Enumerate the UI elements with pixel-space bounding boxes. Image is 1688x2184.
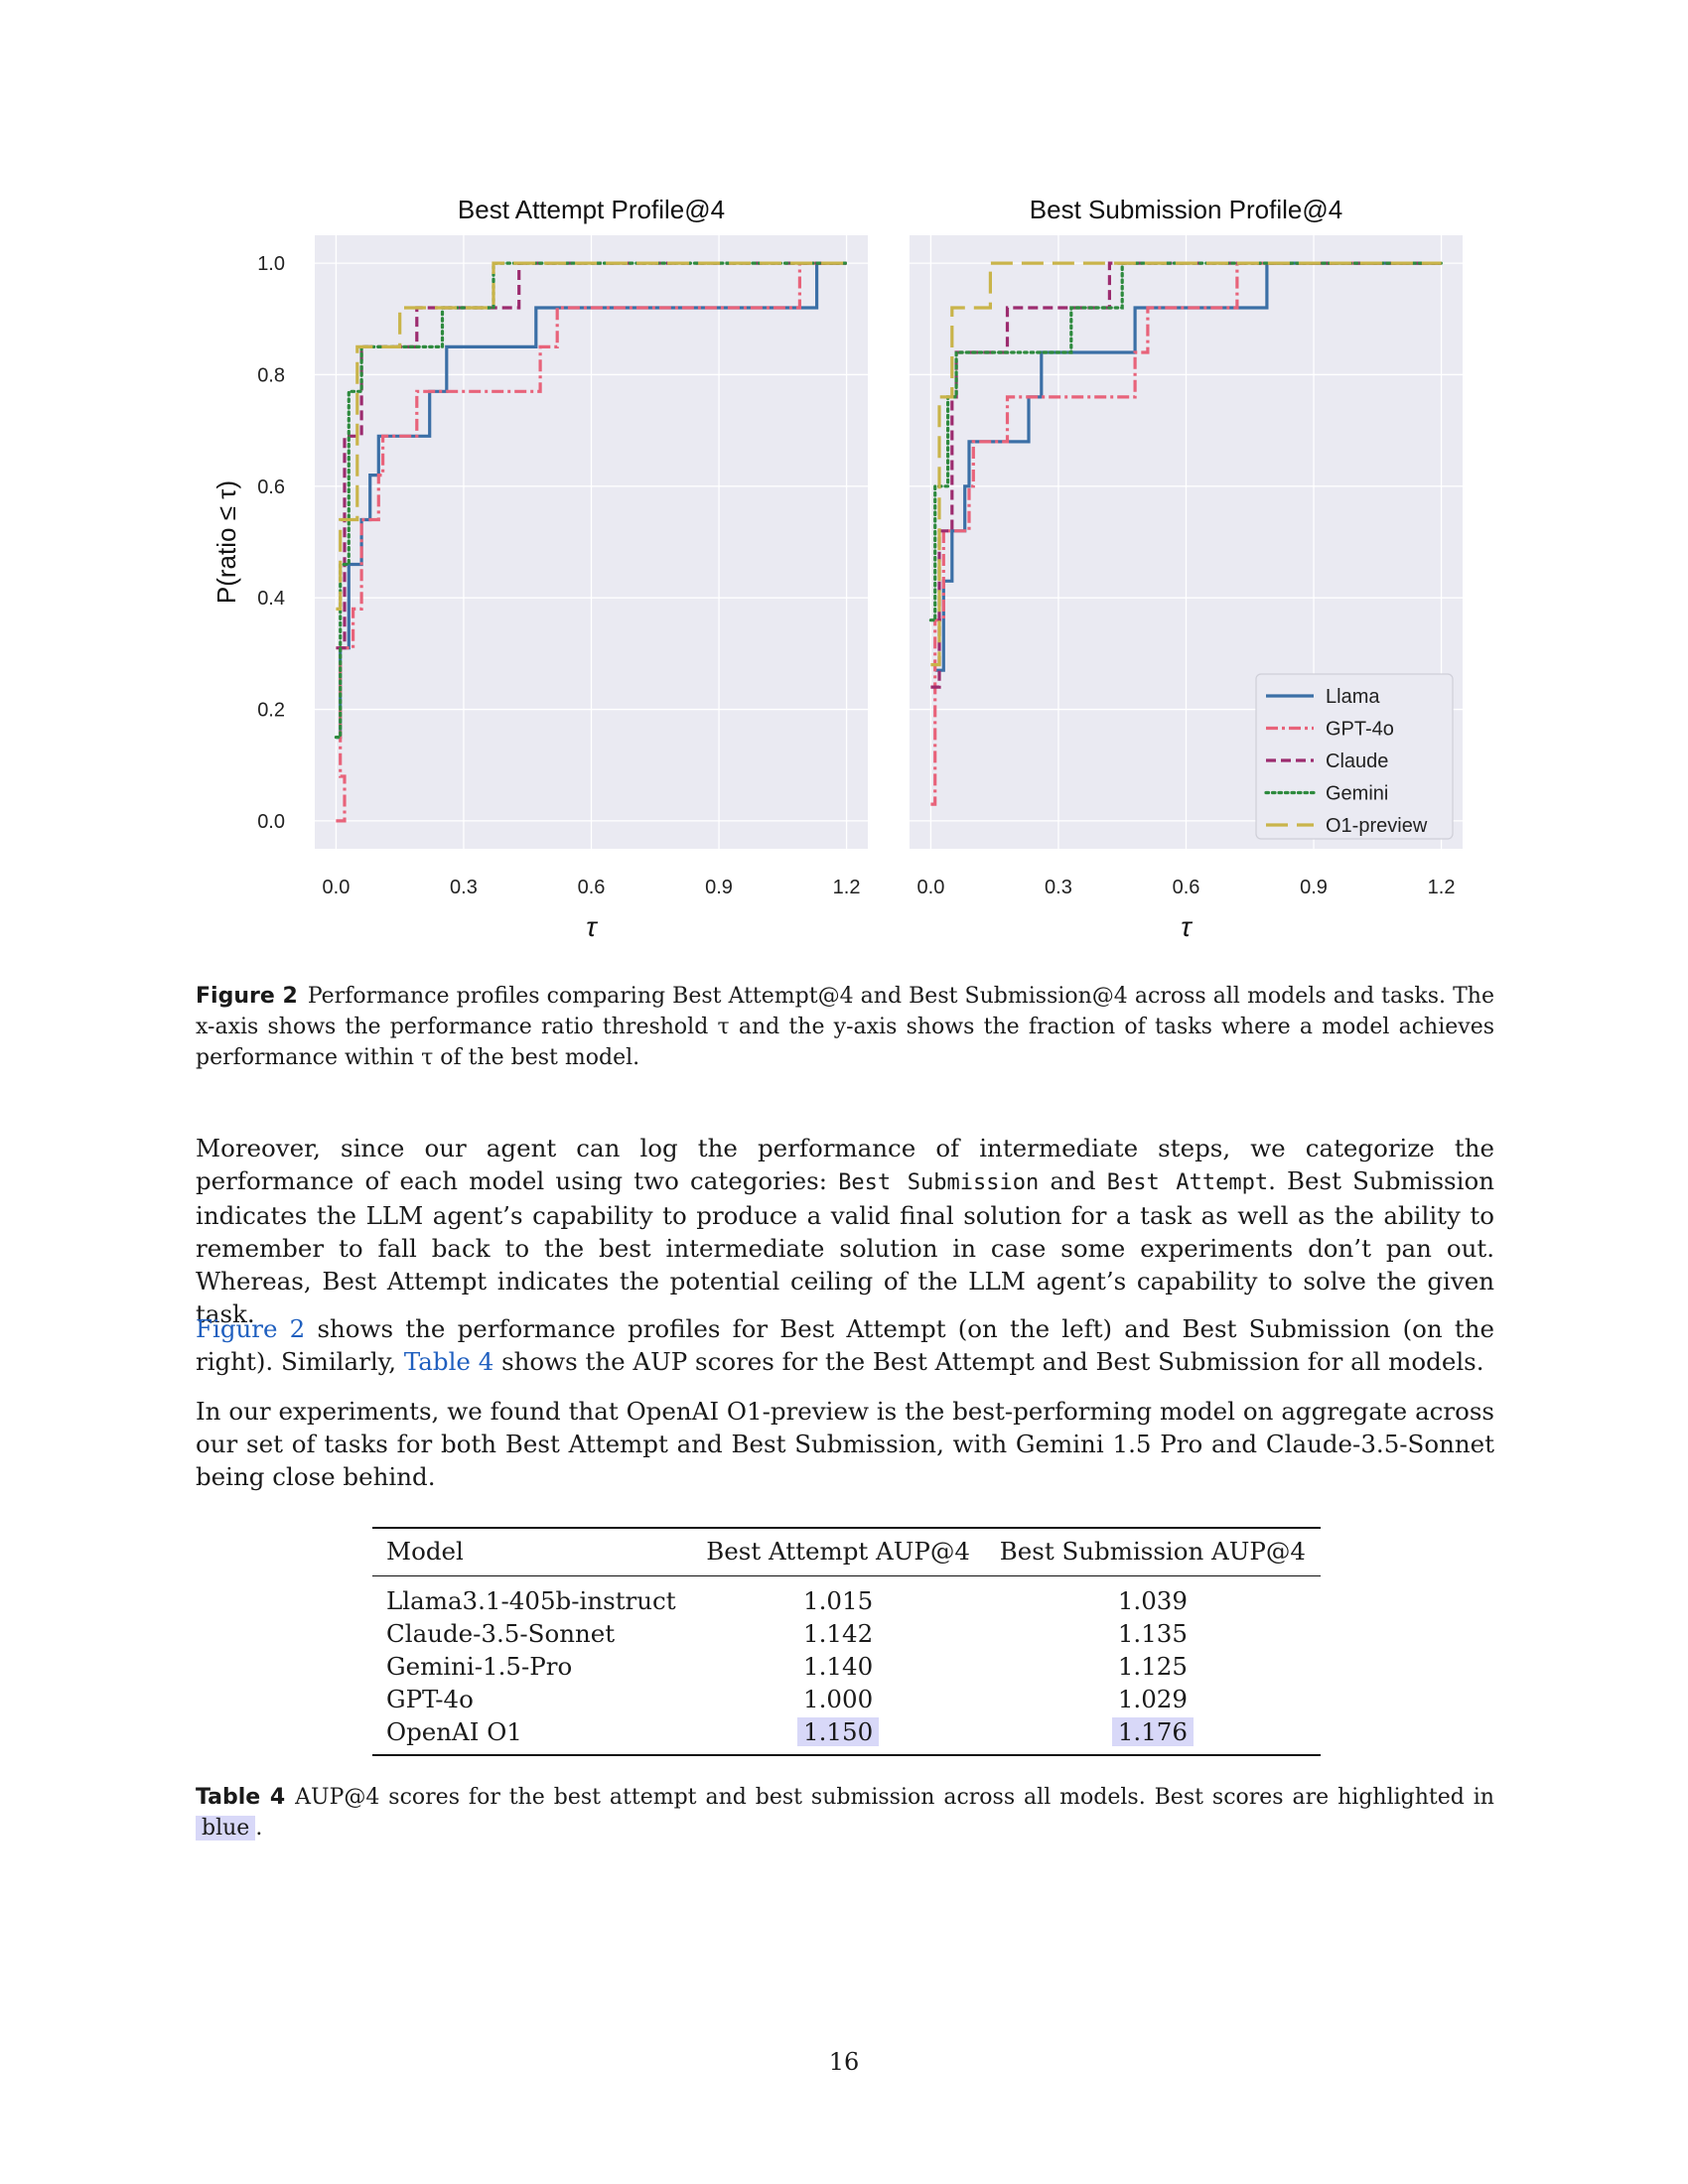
para2-text-b: shows the AUP scores for the Best Attemp… — [493, 1347, 1484, 1376]
legend-label: GPT-4o — [1326, 719, 1394, 741]
legend-box — [1255, 673, 1454, 840]
aup-scores-table: Model Best Attempt AUP@4 Best Submission… — [372, 1527, 1321, 1756]
cell-model: Llama3.1-405b-instruct — [386, 1586, 676, 1615]
code-best-submission: Best Submission — [838, 1170, 1040, 1195]
x-tick-label: 0.6 — [1173, 877, 1200, 898]
figure-caption-text: Performance profiles comparing Best Atte… — [196, 984, 1495, 1070]
cell-submission: 1.125 — [1117, 1652, 1188, 1681]
paragraph-figure-reference: Figure 2 shows the performance profiles … — [196, 1312, 1494, 1378]
cell-attempt: 1.000 — [803, 1685, 874, 1713]
table-caption-blue: blue — [196, 1816, 256, 1841]
figure-caption: Figure 2 Performance profiles comparing B… — [196, 981, 1494, 1073]
header-model: Model — [386, 1537, 464, 1566]
table-row: Claude-3.5-Sonnet 1.142 1.135 — [372, 1617, 1321, 1650]
x-axis-label: τ — [1181, 911, 1193, 942]
series-line-claude — [336, 261, 847, 650]
table-caption: Table 4 AUP@4 scores for the best attempt… — [196, 1782, 1494, 1843]
x-tick-label: 0.0 — [917, 877, 945, 898]
series-line-claude — [930, 261, 1442, 689]
para2-text-a: shows the performance profiles for Best … — [196, 1314, 1495, 1376]
legend-label: Gemini — [1326, 783, 1388, 805]
best-attempt-highlight: 1.150 — [797, 1717, 880, 1746]
y-tick-label: 0.2 — [257, 700, 285, 722]
x-tick-label: 0.9 — [1300, 877, 1328, 898]
cell-submission: 1.135 — [1117, 1619, 1188, 1648]
x-tick-label: 0.6 — [578, 877, 606, 898]
table-row: Llama3.1-405b-instruct 1.015 1.039 — [372, 1576, 1321, 1618]
y-axis-label: P(ratio ≤ τ) — [211, 480, 241, 604]
x-tick-label: 0.3 — [450, 877, 478, 898]
table-caption-end: . — [255, 1816, 263, 1841]
cell-submission: 1.029 — [1117, 1685, 1188, 1713]
link-figure-2[interactable]: Figure 2 — [196, 1314, 306, 1343]
cell-attempt: 1.015 — [803, 1586, 874, 1615]
x-tick-label: 0.0 — [323, 877, 351, 898]
y-tick-label: 0.8 — [257, 364, 285, 386]
series-line-gemini — [928, 261, 1444, 622]
cell-model: GPT-4o — [386, 1685, 474, 1713]
series-line-llama — [934, 261, 1442, 672]
table-row: GPT-4o 1.000 1.029 — [372, 1683, 1321, 1715]
cell-attempt: 1.150 — [691, 1715, 984, 1755]
y-tick-label: 0.6 — [257, 477, 285, 498]
x-axis-label: τ — [586, 911, 598, 942]
table-row: Gemini-1.5-Pro 1.140 1.125 — [372, 1650, 1321, 1683]
table-caption-text: AUP@4 scores for the best attempt and be… — [295, 1785, 1494, 1810]
header-best-submission: Best Submission AUP@4 — [999, 1537, 1307, 1566]
legend-label: Claude — [1326, 751, 1388, 772]
para1-text-a: Moreover, since our agent can log the pe… — [196, 1134, 1494, 1195]
figure-2: 0.0 0.3 0.6 0.9 1.2 0.0 0.2 0.4 0.6 0.8 1.0 Best At… — [199, 174, 1489, 948]
y-tick-label: 0.0 — [257, 811, 285, 833]
paragraph-findings: In our experiments, we found that OpenAI… — [196, 1397, 1494, 1491]
x-tick-label: 1.2 — [833, 877, 861, 898]
chart-title: Best Attempt Profile@4 — [458, 195, 725, 224]
x-tick-label: 0.3 — [1045, 877, 1072, 898]
performance-profile-charts: 0.0 0.3 0.6 0.9 1.2 0.0 0.2 0.4 0.6 0.8 1.0 Best At… — [211, 195, 1463, 942]
cell-attempt: 1.140 — [803, 1652, 874, 1681]
x-tick-label: 0.9 — [705, 877, 733, 898]
best-submission-highlight: 1.176 — [1111, 1717, 1194, 1746]
series-line-gpt-4o — [930, 261, 1442, 806]
para1-text-c: . Best Submission indicates the LLM agen… — [196, 1166, 1494, 1328]
legend-label: O1-preview — [1326, 815, 1428, 837]
y-tick-label: 1.0 — [257, 253, 285, 275]
cell-model: Gemini-1.5-Pro — [386, 1652, 573, 1681]
code-best-attempt: Best Attempt — [1106, 1170, 1269, 1195]
table-row: OpenAI O1 1.150 1.176 — [372, 1715, 1321, 1755]
para1-text-b: and — [1039, 1166, 1107, 1195]
y-tick-label: 0.4 — [257, 588, 285, 610]
chart-title: Best Submission Profile@4 — [1030, 195, 1342, 224]
cell-submission: 1.039 — [1117, 1586, 1188, 1615]
table-caption-label: Table 4 — [196, 1785, 286, 1810]
table-header-row: Model Best Attempt AUP@4 Best Submission… — [372, 1528, 1321, 1576]
series-line-o1-preview — [336, 261, 847, 611]
series-line-llama — [336, 261, 847, 740]
header-best-attempt: Best Attempt AUP@4 — [706, 1537, 970, 1566]
legend-label: Llama — [1326, 686, 1380, 708]
paragraph-categories: Moreover, since our agent can log the pe… — [196, 1132, 1494, 1330]
cell-submission: 1.176 — [985, 1715, 1321, 1755]
x-tick-label: 1.2 — [1428, 877, 1456, 898]
cell-model: Claude-3.5-Sonnet — [386, 1619, 616, 1648]
cell-model: OpenAI O1 — [386, 1717, 522, 1746]
link-table-4[interactable]: Table 4 — [403, 1347, 494, 1376]
page-number: 16 — [828, 2048, 860, 2076]
cell-attempt: 1.142 — [803, 1619, 874, 1648]
figure-caption-label: Figure 2 — [196, 984, 298, 1009]
